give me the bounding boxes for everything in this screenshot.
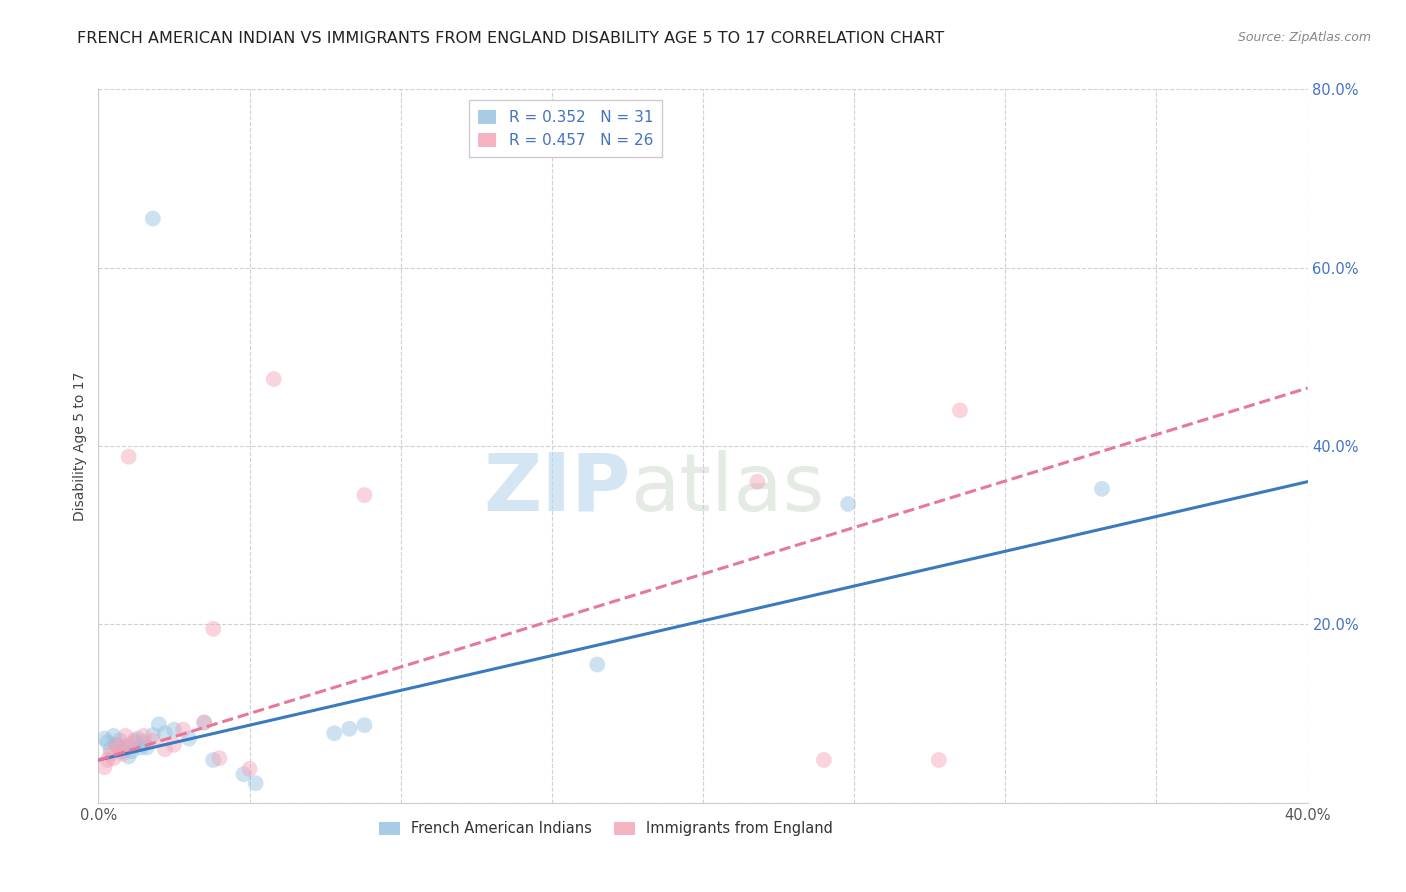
Point <box>747 475 769 489</box>
Point <box>118 450 141 464</box>
Point <box>108 742 131 756</box>
Point <box>202 622 225 636</box>
Point <box>142 211 165 226</box>
Legend: French American Indians, Immigrants from England: French American Indians, Immigrants from… <box>374 815 839 842</box>
Point <box>100 747 122 761</box>
Point <box>93 760 115 774</box>
Point <box>96 735 118 749</box>
Point <box>208 751 231 765</box>
Point <box>132 729 155 743</box>
Point <box>323 726 346 740</box>
Point <box>121 744 143 758</box>
Point <box>142 728 165 742</box>
Point <box>239 762 262 776</box>
Point <box>124 735 146 749</box>
Point <box>263 372 285 386</box>
Point <box>163 738 186 752</box>
Point <box>193 715 215 730</box>
Point <box>103 729 125 743</box>
Point <box>135 740 157 755</box>
Point <box>118 749 141 764</box>
Point <box>153 726 176 740</box>
Point <box>179 731 201 746</box>
Point <box>163 723 186 737</box>
Y-axis label: Disability Age 5 to 17: Disability Age 5 to 17 <box>73 371 87 521</box>
Point <box>129 740 152 755</box>
Point <box>928 753 950 767</box>
Point <box>837 497 859 511</box>
Point <box>949 403 972 417</box>
Point <box>245 776 267 790</box>
Point <box>111 747 134 761</box>
Point <box>1091 482 1114 496</box>
Point <box>103 751 125 765</box>
Point <box>232 767 254 781</box>
Point <box>153 742 176 756</box>
Point <box>337 722 360 736</box>
Text: atlas: atlas <box>630 450 825 528</box>
Point <box>105 738 128 752</box>
Text: Source: ZipAtlas.com: Source: ZipAtlas.com <box>1237 31 1371 45</box>
Point <box>586 657 609 672</box>
Point <box>193 715 215 730</box>
Point <box>96 753 118 767</box>
Point <box>111 744 134 758</box>
Point <box>142 733 165 747</box>
Point <box>353 488 375 502</box>
Point <box>202 753 225 767</box>
Point <box>127 731 149 746</box>
Point <box>813 753 835 767</box>
Point <box>93 731 115 746</box>
Point <box>100 742 122 756</box>
Text: ZIP: ZIP <box>484 450 630 528</box>
Point <box>353 718 375 732</box>
Point <box>105 738 128 752</box>
Point <box>114 740 136 755</box>
Point <box>172 723 194 737</box>
Point <box>124 733 146 747</box>
Text: FRENCH AMERICAN INDIAN VS IMMIGRANTS FROM ENGLAND DISABILITY AGE 5 TO 17 CORRELA: FRENCH AMERICAN INDIAN VS IMMIGRANTS FRO… <box>77 31 945 46</box>
Point <box>132 735 155 749</box>
Point <box>108 733 131 747</box>
Point <box>114 729 136 743</box>
Point <box>148 717 170 731</box>
Point <box>118 738 141 752</box>
